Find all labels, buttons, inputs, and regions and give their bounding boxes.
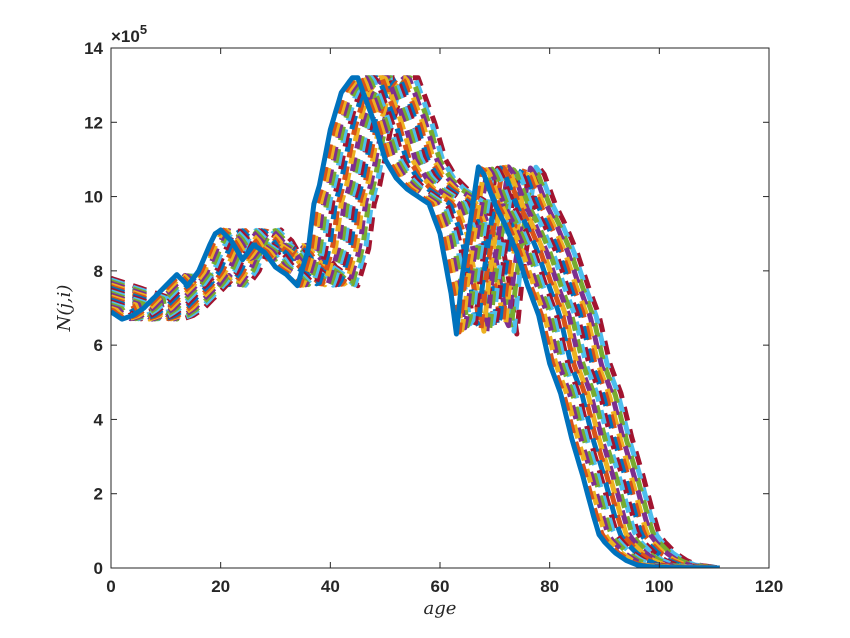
y-exponent-power: 5 xyxy=(140,22,147,37)
series-line-11 xyxy=(111,75,720,568)
y-axis-label: N(j,i) xyxy=(54,285,75,333)
ticks-layer: 0 20 40 60 80 100 120 0 2 4 6 8 10 12 14 xyxy=(84,39,783,596)
y-tick-label: 2 xyxy=(94,485,103,504)
x-tick-label: 120 xyxy=(755,577,783,596)
series-line-9 xyxy=(111,75,720,568)
x-tick-label: 0 xyxy=(106,577,115,596)
x-tick-label: 20 xyxy=(211,577,230,596)
series-line-10 xyxy=(111,75,720,568)
x-axis-label: age xyxy=(424,598,457,619)
y-tick-label: 14 xyxy=(84,39,103,58)
series-layer xyxy=(111,75,720,568)
x-tick-label: 100 xyxy=(645,577,673,596)
y-tick-label: 4 xyxy=(94,410,104,429)
x-tick-label: 40 xyxy=(321,577,340,596)
y-tick-label: 10 xyxy=(84,188,103,207)
y-exponent-base: ×10 xyxy=(111,27,140,46)
series-line-1 xyxy=(111,75,720,568)
series-line-12 xyxy=(111,75,720,568)
y-tick-label: 6 xyxy=(94,336,103,355)
y-tick-label: 0 xyxy=(94,559,103,578)
x-tick-label: 60 xyxy=(431,577,450,596)
y-exponent-label: ×105 xyxy=(111,22,147,46)
x-tick-label: 80 xyxy=(540,577,559,596)
y-tick-label: 8 xyxy=(94,262,103,281)
y-tick-label: 12 xyxy=(84,113,103,132)
